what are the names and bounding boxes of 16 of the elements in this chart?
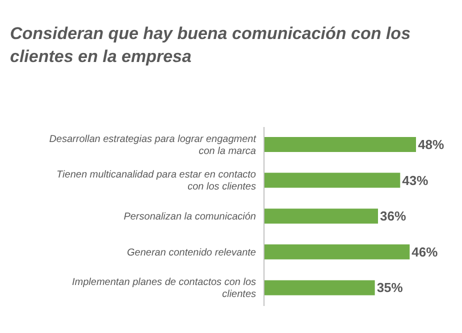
bar: [264, 280, 375, 296]
data-label: 46%: [412, 244, 438, 260]
y-tick-label: Tienen multicanalidad para estar en contacto con los clientes: [56, 169, 256, 192]
data-label: 36%: [380, 208, 406, 224]
chart-title: Consideran que hay buena comunicación con los clientes en la empresa: [9, 23, 412, 68]
bar: [264, 208, 378, 224]
data-label: 35%: [376, 280, 404, 296]
bar: [264, 137, 416, 152]
bar: [264, 244, 410, 260]
y-tick-label: Implementan planes de contactos con los clientes: [72, 276, 256, 300]
bar: [264, 172, 400, 188]
y-tick-label: Generan contenido relevante: [127, 246, 256, 258]
y-tick-label: Personalizan la comunicación: [124, 211, 256, 222]
data-label: 48%: [418, 137, 444, 152]
y-tick-label: Desarrollan estrategias para lograr engagment con la marca: [49, 133, 258, 156]
data-label: 43%: [402, 172, 429, 188]
